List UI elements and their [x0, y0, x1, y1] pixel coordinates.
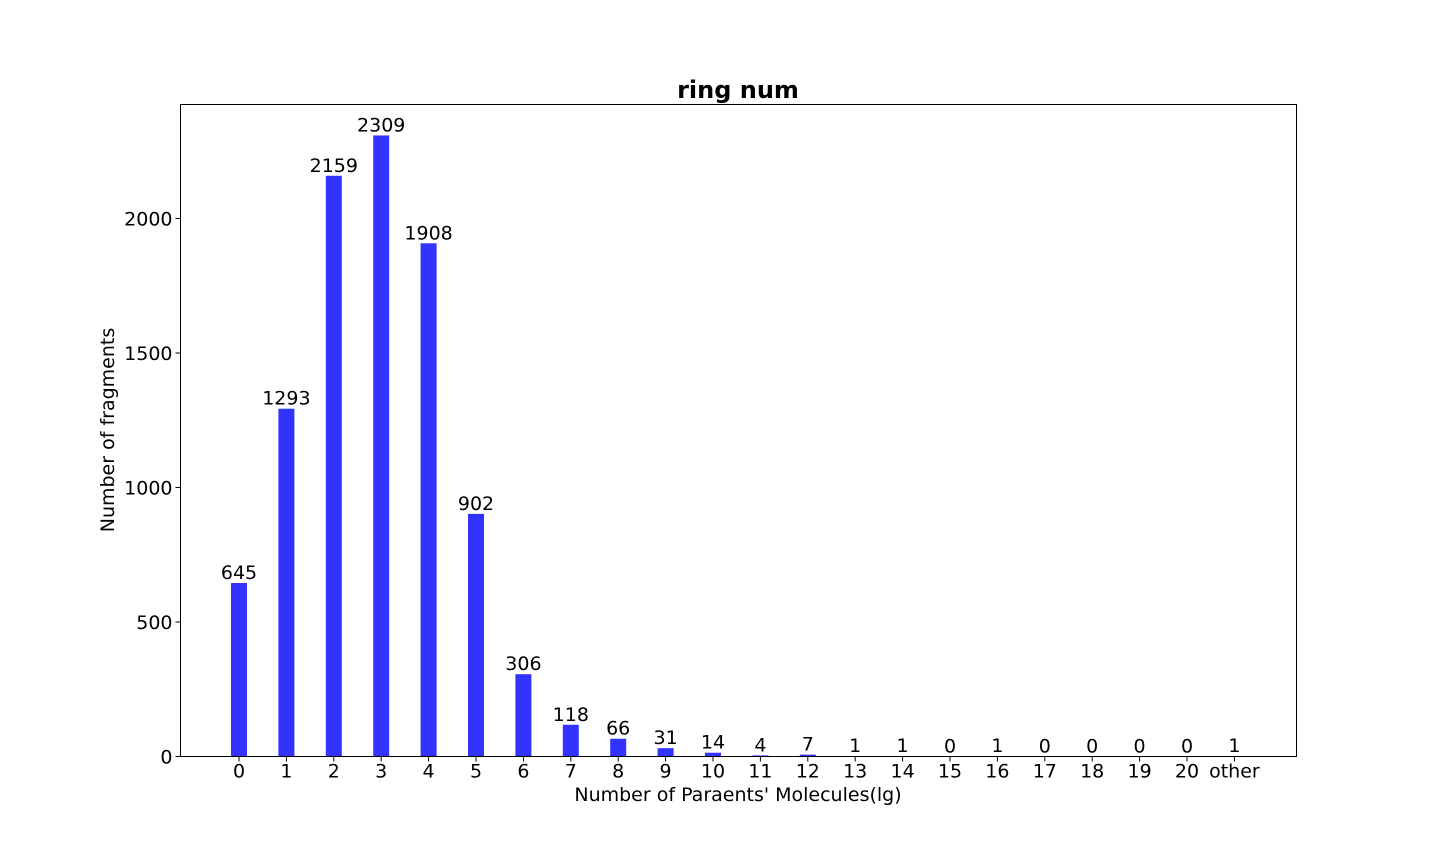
- x-tick-label-11: 11: [748, 761, 772, 783]
- x-tick-label-13: 13: [843, 761, 867, 783]
- x-tick-label-4: 4: [423, 761, 435, 783]
- x-tick-label-15: 15: [938, 761, 962, 783]
- x-tick-label-8: 8: [612, 761, 624, 783]
- bar-9: [658, 748, 674, 756]
- bar-7: [563, 725, 579, 757]
- x-tick-label-1: 1: [280, 761, 292, 783]
- x-tick-label-0: 0: [233, 761, 245, 783]
- bar-value-label-6: 306: [505, 653, 541, 675]
- x-tick-label-17: 17: [1033, 761, 1057, 783]
- bar-5: [468, 514, 484, 757]
- x-tick-label-other: other: [1209, 761, 1260, 783]
- bar-value-label-17: 0: [1039, 736, 1051, 758]
- bar-2: [326, 176, 342, 757]
- bar-value-label-12: 7: [802, 734, 814, 756]
- bars-group: [231, 135, 1242, 756]
- bar-value-label-13: 1: [849, 735, 861, 757]
- bar-6: [515, 674, 531, 756]
- x-tick-label-20: 20: [1175, 761, 1199, 783]
- bar-value-label-14: 1: [897, 735, 909, 757]
- bar-value-label-8: 66: [606, 718, 630, 740]
- x-tick-label-2: 2: [328, 761, 340, 783]
- bar-value-label-10: 14: [701, 732, 725, 754]
- x-tick-label-12: 12: [796, 761, 820, 783]
- x-tick-label-16: 16: [985, 761, 1009, 783]
- x-tick-label-14: 14: [891, 761, 915, 783]
- bar-value-label-7: 118: [553, 704, 589, 726]
- bar-value-label-5: 902: [458, 493, 494, 515]
- x-tick-label-6: 6: [517, 761, 529, 783]
- y-axis-ticks: 0 500 1000 1500 2000: [124, 209, 180, 769]
- x-tick-label-18: 18: [1080, 761, 1104, 783]
- bar-value-label-15: 0: [944, 736, 956, 758]
- bar-0: [231, 583, 247, 756]
- y-tick-label-1500: 1500: [124, 343, 172, 365]
- x-tick-label-3: 3: [375, 761, 387, 783]
- bar-value-label-1: 1293: [262, 388, 310, 410]
- bar-value-label-20: 0: [1181, 736, 1193, 758]
- y-tick-label-500: 500: [136, 612, 172, 634]
- x-tick-label-5: 5: [470, 761, 482, 783]
- bar-value-label-9: 31: [654, 727, 678, 749]
- y-axis-label: Number of fragments: [97, 328, 119, 533]
- chart-title: ring num: [677, 76, 799, 104]
- x-tick-label-7: 7: [565, 761, 577, 783]
- bar-value-label-4: 1908: [404, 222, 452, 244]
- bar-value-label-0: 645: [221, 562, 257, 584]
- bar-value-label-other: 1: [1228, 735, 1240, 757]
- bar-value-label-11: 4: [754, 734, 766, 756]
- x-tick-label-10: 10: [701, 761, 725, 783]
- bar-value-label-2: 2159: [310, 155, 358, 177]
- bar-1: [278, 409, 294, 757]
- y-tick-label-1000: 1000: [124, 478, 172, 500]
- x-axis-label: Number of Paraents' Molecules(lg): [574, 784, 901, 806]
- y-tick-label-0: 0: [160, 747, 172, 769]
- x-tick-label-9: 9: [660, 761, 672, 783]
- bar-value-label-18: 0: [1086, 736, 1098, 758]
- bar-4: [421, 243, 437, 756]
- x-tick-label-19: 19: [1128, 761, 1152, 783]
- plot-frame: [181, 105, 1297, 757]
- y-tick-label-2000: 2000: [124, 209, 172, 231]
- bar-8: [610, 739, 626, 757]
- bar-3: [373, 135, 389, 756]
- bar-value-label-16: 1: [991, 735, 1003, 757]
- bar-value-label-19: 0: [1134, 736, 1146, 758]
- bar-value-label-3: 2309: [357, 114, 405, 136]
